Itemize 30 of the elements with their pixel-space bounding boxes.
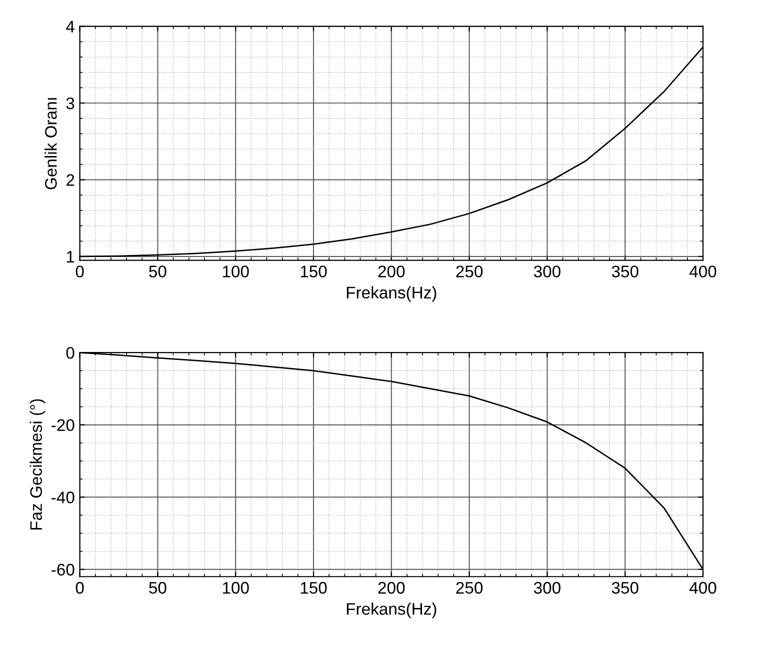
x-tick-label: 350: [612, 266, 638, 278]
y-axis-title: Genlik Oranı: [44, 98, 57, 190]
x-tick-label: 50: [149, 582, 166, 594]
x-tick-label: 250: [456, 266, 483, 278]
x-axis-title: Frekans(Hz): [346, 602, 436, 618]
y-tick-label: 4: [66, 20, 74, 32]
y-tick-label: 1: [66, 251, 74, 263]
x-tick-label: 400: [689, 582, 716, 594]
y-tick-label: 2: [66, 174, 74, 186]
y-tick-label: -60: [52, 564, 74, 576]
x-tick-label: 0: [76, 266, 84, 278]
x-tick-label: 0: [76, 582, 84, 594]
x-tick-label: 350: [612, 582, 638, 594]
y-tick-label: -40: [52, 492, 74, 504]
x-tick-label: 100: [222, 266, 249, 278]
y-tick-label: 0: [66, 346, 74, 359]
y-tick-label: -20: [52, 419, 74, 432]
x-tick-label: 100: [222, 582, 249, 594]
x-tick-label: 400: [689, 266, 716, 278]
x-axis-title: Frekans(Hz): [346, 286, 436, 302]
y-tick-label: 3: [66, 97, 74, 110]
x-tick-label: 150: [300, 582, 327, 594]
x-tick-label: 300: [534, 582, 560, 594]
x-tick-label: 200: [378, 266, 405, 278]
x-tick-label: 50: [149, 266, 166, 278]
x-tick-label: 300: [534, 266, 560, 278]
x-tick-label: 250: [456, 582, 483, 594]
y-axis-title: Faz Gecikmesi (°): [30, 399, 46, 530]
x-tick-label: 200: [378, 582, 405, 594]
x-tick-label: 150: [300, 266, 327, 278]
